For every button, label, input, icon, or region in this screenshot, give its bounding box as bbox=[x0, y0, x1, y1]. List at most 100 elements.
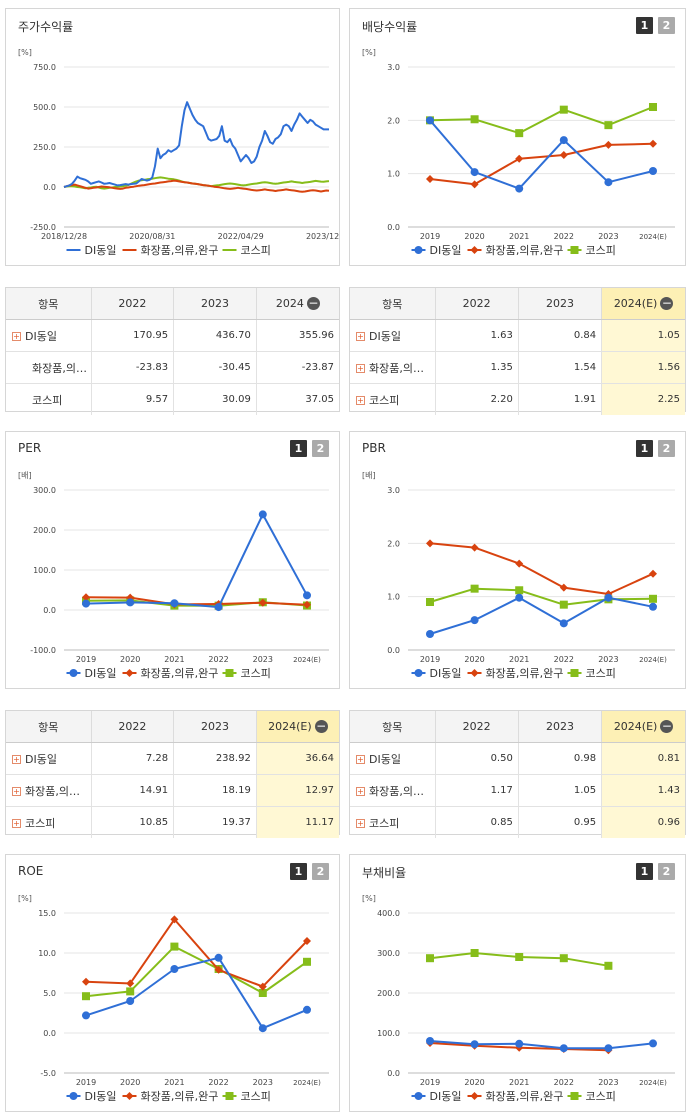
series-line bbox=[63, 101, 329, 188]
data-point bbox=[214, 603, 223, 612]
row-name: 화장품,의… bbox=[369, 361, 424, 375]
data-point bbox=[414, 669, 423, 677]
data-point bbox=[214, 953, 223, 962]
y-tick-label: 0.0 bbox=[387, 646, 400, 655]
data-point bbox=[559, 151, 568, 159]
data-point bbox=[559, 619, 568, 628]
table-view-button-2[interactable]: 2 bbox=[312, 440, 329, 457]
series-line bbox=[85, 956, 308, 1030]
chart-view-button-1[interactable]: 1 bbox=[636, 17, 653, 34]
expand-icon[interactable]: + bbox=[356, 332, 365, 341]
cell: 18.19 bbox=[173, 774, 257, 807]
x-tick-label: 2021 bbox=[509, 1078, 529, 1087]
y-tick-label: 5.0 bbox=[43, 989, 56, 998]
data-point bbox=[214, 965, 223, 974]
data-point bbox=[470, 1040, 479, 1049]
cell: 0.96 bbox=[601, 806, 685, 838]
data-point bbox=[559, 1044, 568, 1053]
data-point bbox=[470, 616, 479, 625]
cell: 0.95 bbox=[517, 806, 602, 838]
expand-icon[interactable]: + bbox=[356, 819, 365, 828]
table-view-button-2[interactable]: 2 bbox=[658, 863, 675, 880]
y-tick-label: 3.0 bbox=[387, 63, 400, 72]
collapse-icon[interactable]: − bbox=[660, 296, 674, 311]
expand-icon[interactable]: + bbox=[12, 332, 21, 341]
col-header: 항목 bbox=[350, 711, 435, 743]
data-point bbox=[649, 139, 657, 148]
table-view-button-2[interactable]: 2 bbox=[658, 17, 675, 34]
chart-view-button-1[interactable]: 1 bbox=[636, 863, 653, 880]
cell: 11.17 bbox=[255, 806, 339, 838]
table-row: 화장품,의… -23.83 -30.45 -23.87 bbox=[6, 351, 339, 384]
data-point bbox=[426, 598, 434, 606]
row-name: 코스피 bbox=[369, 393, 400, 407]
table-view-button-2[interactable]: 2 bbox=[658, 440, 675, 457]
data-point bbox=[604, 593, 613, 602]
cell: -23.83 bbox=[90, 351, 174, 384]
data-point bbox=[470, 543, 479, 552]
x-tick-label: 2020 bbox=[120, 1078, 140, 1087]
y-tick-label: 0.0 bbox=[387, 223, 400, 232]
chart-view-button-1[interactable]: 1 bbox=[290, 863, 307, 880]
y-tick-label: 200.0 bbox=[377, 989, 400, 998]
table-row: + 화장품,의… 1.35 1.54 1.56 bbox=[350, 351, 685, 384]
data-point bbox=[515, 953, 524, 961]
series-line bbox=[429, 596, 654, 635]
panel-title: 배당수익률 bbox=[362, 20, 418, 34]
data-point bbox=[125, 669, 134, 677]
data-point bbox=[604, 121, 613, 130]
chart-view-button-1[interactable]: 1 bbox=[636, 440, 653, 457]
y-tick-label: 3.0 bbox=[387, 486, 400, 495]
debt-ratio-panel: 부채비율 1 2 [%] 400.0 300.0 200.0 100.0 0.0 2019 2… bbox=[349, 854, 686, 1112]
cell: 0.98 bbox=[517, 742, 602, 775]
data-point bbox=[515, 129, 524, 138]
data-point bbox=[258, 982, 267, 991]
panel-title: 주가수익률 bbox=[18, 20, 74, 34]
cell: 7.28 bbox=[90, 742, 174, 775]
cell: 436.70 bbox=[173, 319, 257, 352]
y-tick-label: 0.0 bbox=[43, 606, 56, 615]
y-unit-label: [%] bbox=[18, 894, 32, 903]
collapse-icon[interactable]: − bbox=[306, 296, 320, 311]
table-view-button-2[interactable]: 2 bbox=[312, 863, 329, 880]
expand-icon[interactable]: + bbox=[356, 364, 365, 373]
y-tick-label: 10.0 bbox=[38, 949, 56, 958]
data-point bbox=[515, 1039, 524, 1048]
data-point bbox=[470, 168, 479, 177]
panel-title: ROE bbox=[18, 864, 44, 878]
collapse-icon[interactable]: − bbox=[314, 719, 328, 734]
expand-icon[interactable]: + bbox=[12, 755, 21, 764]
data-point bbox=[82, 593, 90, 602]
data-point bbox=[515, 184, 524, 193]
collapse-icon[interactable]: − bbox=[660, 719, 674, 734]
expand-icon[interactable]: + bbox=[12, 819, 21, 828]
series-line bbox=[85, 945, 308, 998]
col-header: 2022 bbox=[434, 711, 519, 743]
data-point bbox=[649, 602, 657, 611]
cell: -30.45 bbox=[173, 351, 257, 384]
chart-view-button-1[interactable]: 1 bbox=[290, 440, 307, 457]
data-point bbox=[426, 539, 434, 548]
y-tick-label: -100.0 bbox=[30, 646, 56, 655]
legend-label: 코스피 bbox=[586, 244, 616, 257]
y-tick-label: 0.0 bbox=[43, 1029, 56, 1038]
x-tick-label: 2022 bbox=[208, 1078, 228, 1087]
data-point bbox=[649, 167, 657, 175]
data-point bbox=[258, 510, 267, 519]
y-tick-label: 100.0 bbox=[33, 566, 56, 575]
x-tick-label: 2018/12/28 bbox=[41, 232, 87, 241]
expand-icon[interactable]: + bbox=[356, 787, 365, 796]
legend-label: 화장품,의류,완구 bbox=[486, 244, 564, 257]
data-point bbox=[426, 1037, 434, 1045]
x-tick-label: 2019 bbox=[76, 655, 96, 664]
cell: 36.64 bbox=[255, 742, 339, 775]
expand-icon[interactable]: + bbox=[12, 787, 21, 796]
x-tick-label: 2023 bbox=[598, 655, 618, 664]
panel-title: PER bbox=[18, 441, 42, 455]
expand-icon[interactable]: + bbox=[356, 396, 365, 405]
legend-label: 코스피 bbox=[241, 244, 271, 257]
expand-icon[interactable]: + bbox=[356, 755, 365, 764]
x-tick-label: 2021 bbox=[164, 1078, 184, 1087]
y-tick-label: -5.0 bbox=[40, 1069, 56, 1078]
x-tick-label: 2019 bbox=[76, 1078, 96, 1087]
